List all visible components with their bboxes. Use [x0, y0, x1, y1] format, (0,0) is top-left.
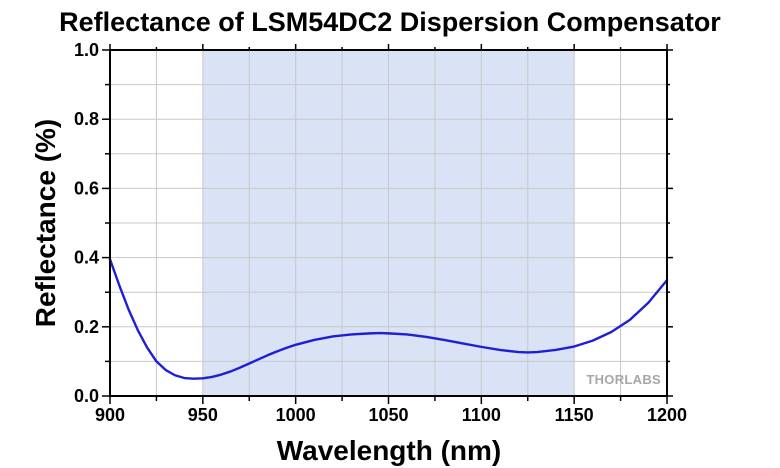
- y-tick-labels: 0.0 0.2 0.4 0.6 0.8 1.0: [74, 40, 99, 406]
- thorlabs-logo: THORLABS: [586, 372, 661, 387]
- x-tick-label: 1100: [462, 405, 501, 425]
- y-tick-label: 0.2: [74, 317, 99, 337]
- grid-lines: [110, 50, 667, 396]
- reflectance-curve: [108, 258, 669, 380]
- x-tick-label: 950: [188, 405, 218, 425]
- axis-ticks: [102, 44, 673, 404]
- x-tick-label: 1150: [555, 405, 594, 425]
- y-tick-label: 0.8: [74, 109, 99, 129]
- x-tick-label: 1000: [276, 405, 316, 425]
- y-axis-label: Reflectance (%): [30, 119, 61, 328]
- x-tick-labels: 900 950 1000 1050 1100 1150 1200: [95, 405, 687, 425]
- y-tick-label: 0.6: [74, 178, 99, 198]
- plot-area: THORLABS: [102, 44, 673, 404]
- x-tick-label: 1050: [368, 405, 408, 425]
- y-tick-label: 1.0: [74, 40, 99, 60]
- x-tick-label: 1200: [647, 405, 687, 425]
- chart-title: Reflectance of LSM54DC2 Dispersion Compe…: [59, 7, 721, 37]
- y-tick-label: 0.0: [74, 386, 99, 406]
- x-tick-label: 900: [95, 405, 125, 425]
- x-axis-label: Wavelength (nm): [277, 435, 502, 466]
- y-tick-label: 0.4: [74, 248, 99, 268]
